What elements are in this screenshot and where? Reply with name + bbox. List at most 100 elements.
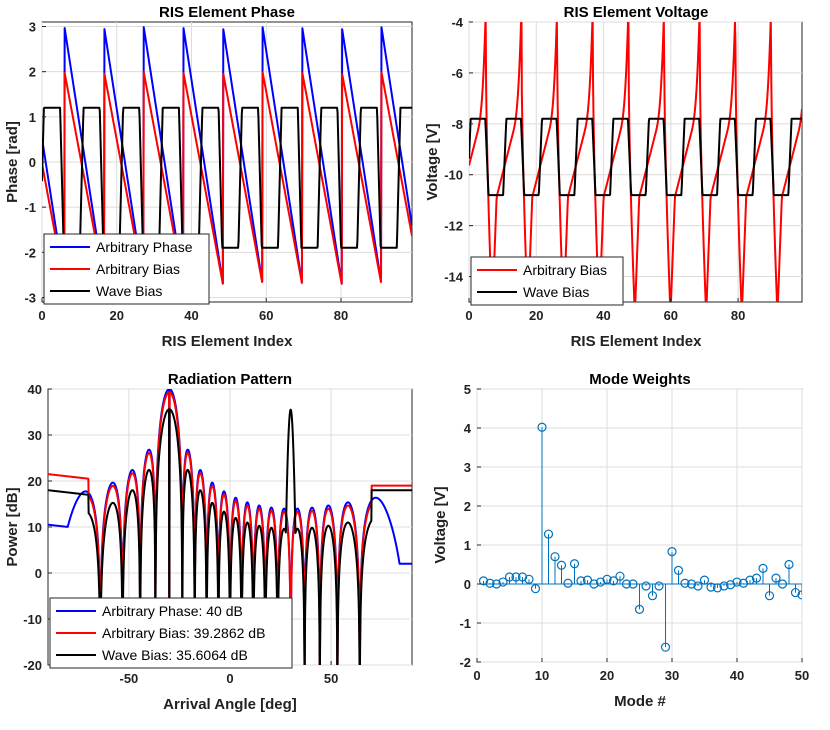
stem-marker [634, 604, 645, 614]
stem-marker [498, 577, 508, 587]
radiation-xlabel: Arrival Angle [deg] [163, 696, 297, 713]
voltage-axes-box [468, 21, 803, 303]
stem-marker [732, 577, 742, 587]
x-tick-label: 80 [334, 308, 348, 323]
x-tick-label: 0 [226, 671, 233, 686]
stem-marker [758, 563, 768, 574]
y-tick-label: 0 [464, 577, 471, 592]
stem-marker [608, 576, 619, 586]
phase-xlabel: RIS Element Index [162, 333, 294, 350]
voltage-plot-area [469, 22, 802, 302]
phase-ticks: 0 20 40 60 80 -3 -2 -1 0 1 2 3 [24, 20, 348, 323]
stem-marker [491, 579, 502, 589]
x-tick-label: 50 [324, 671, 338, 686]
x-tick-label: -50 [119, 671, 138, 686]
voltage-ylabel: Voltage [V] [424, 123, 441, 200]
phase-title: RIS Element Phase [159, 4, 295, 21]
stem-marker [712, 583, 723, 593]
mode-xlabel: Mode # [614, 693, 666, 710]
y-tick-label: 3 [29, 20, 36, 35]
stem-marker [667, 547, 677, 557]
stem-marker [797, 590, 802, 600]
y-tick-label: 3 [464, 460, 471, 475]
stem-marker [699, 575, 710, 585]
x-tick-label: 40 [596, 308, 610, 323]
plot-clip [48, 389, 412, 665]
stem-marker [485, 578, 495, 588]
stem-marker [615, 571, 625, 581]
y-tick-label: 20 [28, 474, 42, 489]
legend-entry-wave-bias: Wave Bias [96, 283, 162, 299]
y-tick-label: 1 [464, 538, 471, 553]
stem-marker [647, 591, 658, 601]
voltage-panel: 0 20 40 60 80 -14 -12 -10 -8 -6 -4 RIS Element Vol… [424, 4, 803, 350]
x-tick-label: 0 [465, 308, 472, 323]
y-tick-label: -8 [451, 117, 463, 132]
y-tick-label: 2 [29, 65, 36, 80]
y-tick-label: -4 [451, 15, 463, 30]
y-tick-label: -10 [23, 612, 42, 627]
legend-entry-arbitrary-phase-40-db: Arbitrary Phase: 40 dB [102, 603, 243, 619]
y-tick-label: 40 [28, 382, 42, 397]
stem-marker [543, 529, 554, 539]
y-tick-label: 1 [29, 110, 36, 125]
radiation-ylabel: Power [dB] [4, 487, 21, 566]
legend-entry-arbitrary-phase: Arbitrary Phase [96, 239, 193, 255]
phase-panel: 0 20 40 60 80 -3 -2 -1 0 1 2 3 RIS Element Phase RI… [4, 4, 413, 350]
x-tick-label: 20 [529, 308, 543, 323]
voltage-ticks: 0 20 40 60 80 -14 -12 -10 -8 -6 -4 [444, 15, 745, 323]
mode-ylabel: Voltage [V] [432, 486, 449, 563]
stem-marker [524, 574, 534, 584]
x-tick-label: 30 [665, 668, 679, 683]
legend-entry-wave-bias: Wave Bias [523, 284, 589, 300]
stem-marker [654, 581, 664, 591]
x-tick-label: 40 [184, 308, 198, 323]
voltage-title: RIS Element Voltage [564, 4, 709, 21]
x-tick-label: 60 [664, 308, 678, 323]
y-tick-label: -2 [459, 655, 471, 670]
y-tick-label: 2 [464, 499, 471, 514]
stem-marker [511, 572, 521, 582]
y-tick-label: -1 [459, 616, 471, 631]
stem-marker [569, 559, 580, 569]
stem-marker [706, 582, 716, 592]
plot-clip [469, 22, 802, 302]
x-tick-label: 0 [38, 308, 45, 323]
stem-marker [777, 579, 788, 589]
y-tick-label: -20 [23, 658, 42, 673]
stem-marker [745, 575, 755, 585]
stem-marker [556, 560, 567, 570]
series-line-wave-bias-35-6064-db [48, 408, 412, 665]
x-tick-label: 40 [730, 668, 744, 683]
stem-marker [550, 552, 560, 562]
stem-marker [621, 579, 632, 589]
phase-legend: Arbitrary Phase Arbitrary Bias Wave Bias [43, 233, 210, 305]
stem-marker [517, 572, 528, 582]
stem-marker [784, 559, 794, 570]
stem-marker [504, 572, 515, 582]
y-tick-label: 30 [28, 428, 42, 443]
y-tick-label: 5 [464, 382, 471, 397]
legend-box [470, 256, 624, 306]
x-tick-label: 20 [600, 668, 614, 683]
stem-marker [686, 579, 697, 589]
y-tick-label: -10 [444, 168, 463, 183]
mode-ticks: 0 10 20 30 40 50 -2 -1 0 1 2 3 4 5 [459, 382, 809, 683]
stem-marker [576, 576, 586, 586]
stem-marker [693, 581, 703, 591]
stem-marker [602, 574, 612, 584]
legend-entry-wave-bias-35-6064-db: Wave Bias: 35.6064 dB [102, 647, 248, 663]
series-line-arbitrary-phase-40-db [48, 389, 412, 665]
mode-axes-box [476, 388, 803, 663]
stem-marker [641, 581, 651, 591]
voltage-legend: Arbitrary Bias Wave Bias [470, 256, 624, 306]
y-tick-label: 0 [29, 155, 36, 170]
plot-clip [477, 422, 802, 652]
mode-plot-area [477, 422, 802, 652]
legend-entry-arbitrary-bias: Arbitrary Bias [96, 261, 180, 277]
y-tick-label: -2 [24, 245, 36, 260]
stem-marker [537, 422, 547, 432]
x-tick-label: 20 [110, 308, 124, 323]
stem-marker [589, 579, 599, 589]
